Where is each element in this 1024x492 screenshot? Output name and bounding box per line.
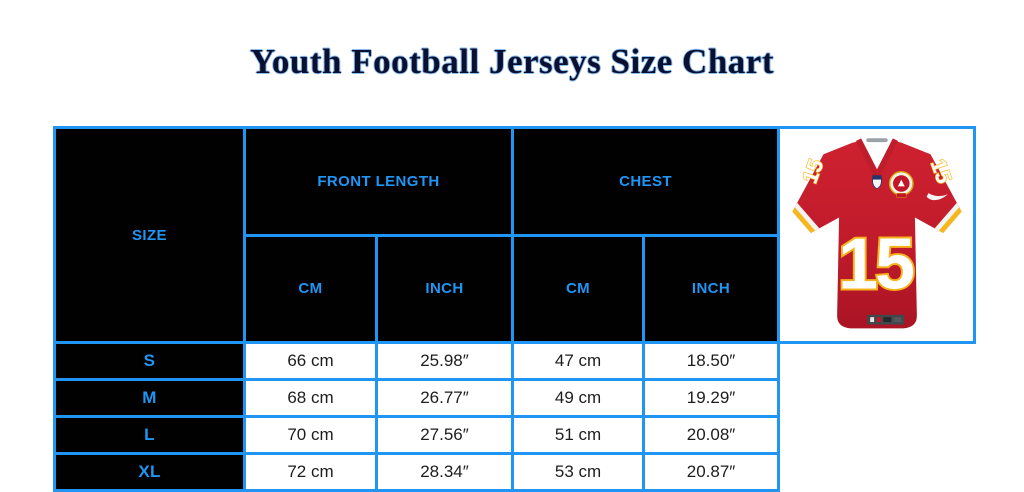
size-cell: XL (53, 452, 246, 492)
front-cm-cell: 66 cm (243, 341, 378, 381)
jersey-body (791, 139, 962, 329)
size-chart-table: SIZE FRONT LENGTH CHEST (53, 126, 977, 492)
chest-inch-cell: 20.08″ (642, 415, 781, 455)
front-inch-cell: 27.56″ (374, 415, 515, 455)
chest-inch-cell: 18.50″ (642, 341, 781, 381)
size-cell: M (53, 378, 246, 418)
front-inch-cell: 28.34″ (374, 452, 515, 492)
header-front-inch: INCH (374, 233, 515, 344)
front-inch-cell: 25.98″ (374, 341, 515, 381)
front-cm-cell: 68 cm (243, 378, 378, 418)
collar-notch (859, 137, 895, 175)
page-title: Youth Football Jerseys Size Chart (250, 42, 774, 81)
front-cm-cell: 72 cm (243, 452, 378, 492)
table-row-xl: XL 72 cm 28.34″ 53 cm 20.87″ (53, 452, 975, 492)
chest-number: 15 (837, 224, 913, 304)
table-row-m: M 68 cm 26.77″ 49 cm 19.29″ (53, 378, 975, 418)
jersey-image-container: 15 15 15 (782, 131, 972, 340)
header-chest: CHEST (511, 126, 781, 237)
chest-cm-cell: 49 cm (511, 378, 646, 418)
swoosh-icon (926, 193, 948, 201)
jersey-product-cell: 15 15 15 (777, 126, 977, 344)
jock-tag (866, 314, 904, 325)
chest-cm-cell: 51 cm (511, 415, 646, 455)
header-chest-cm: CM (511, 233, 646, 344)
chest-inch-cell: 20.87″ (642, 452, 781, 492)
size-cell: S (53, 341, 246, 381)
team-round-patch-icon (888, 171, 914, 198)
header-front-cm: CM (243, 233, 378, 344)
size-cell: L (53, 415, 246, 455)
table-row-l: L 70 cm 27.56″ 51 cm 20.08″ (53, 415, 975, 455)
table-row-s: S 66 cm 25.98″ 47 cm 18.50″ (53, 341, 975, 381)
back-collar-strip (865, 138, 888, 143)
front-cm-cell: 70 cm (243, 415, 378, 455)
header-front-length: FRONT LENGTH (242, 126, 515, 237)
chest-cm-cell: 47 cm (511, 341, 646, 381)
nfl-shield-icon (871, 175, 882, 190)
chest-inch-cell: 19.29″ (642, 378, 781, 418)
chest-cm-cell: 53 cm (511, 452, 646, 492)
header-chest-inch: INCH (642, 233, 781, 344)
jersey-product-image: 15 15 15 (791, 137, 962, 329)
header-size: SIZE (53, 126, 246, 344)
front-inch-cell: 26.77″ (374, 378, 515, 418)
